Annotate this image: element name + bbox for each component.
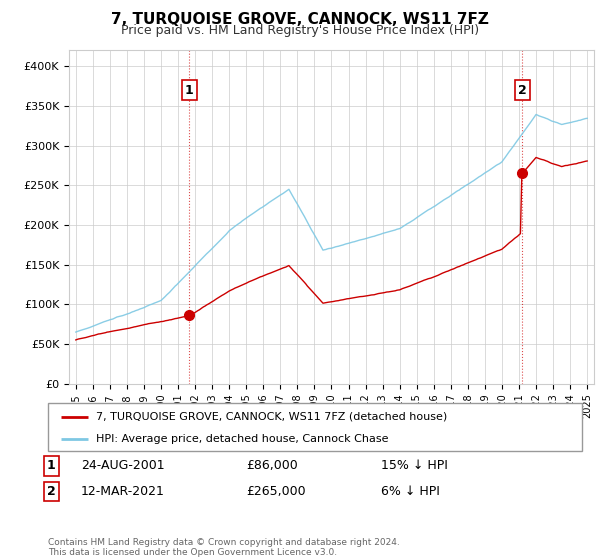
Text: £86,000: £86,000 — [246, 459, 298, 473]
Text: £265,000: £265,000 — [246, 485, 305, 498]
Text: 7, TURQUOISE GROVE, CANNOCK, WS11 7FZ (detached house): 7, TURQUOISE GROVE, CANNOCK, WS11 7FZ (d… — [96, 412, 448, 422]
Text: 24-AUG-2001: 24-AUG-2001 — [81, 459, 164, 473]
Text: 1: 1 — [185, 83, 194, 96]
Text: HPI: Average price, detached house, Cannock Chase: HPI: Average price, detached house, Cann… — [96, 434, 389, 444]
Text: Contains HM Land Registry data © Crown copyright and database right 2024.
This d: Contains HM Land Registry data © Crown c… — [48, 538, 400, 557]
Text: 1: 1 — [47, 459, 55, 473]
Text: 6% ↓ HPI: 6% ↓ HPI — [381, 485, 440, 498]
Text: Price paid vs. HM Land Registry's House Price Index (HPI): Price paid vs. HM Land Registry's House … — [121, 24, 479, 36]
Text: 2: 2 — [47, 485, 55, 498]
Text: 7, TURQUOISE GROVE, CANNOCK, WS11 7FZ: 7, TURQUOISE GROVE, CANNOCK, WS11 7FZ — [111, 12, 489, 27]
Text: 12-MAR-2021: 12-MAR-2021 — [81, 485, 165, 498]
Text: 15% ↓ HPI: 15% ↓ HPI — [381, 459, 448, 473]
Text: 2: 2 — [518, 83, 527, 96]
